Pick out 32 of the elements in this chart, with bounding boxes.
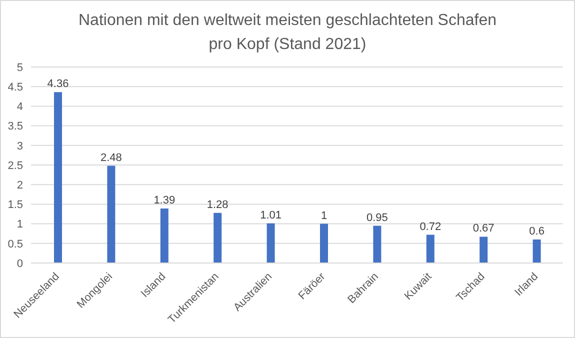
bar [480,236,488,263]
data-label: 0.6 [529,225,544,238]
bar [373,226,382,263]
y-tick-label: 2.5 [8,160,23,172]
bar [214,212,222,263]
bar [160,208,168,263]
y-tick-label: 4 [16,101,23,114]
bar [426,234,434,263]
y-tick-label: 5 [16,62,23,74]
y-tick-label: 3 [16,140,23,152]
data-label: 0.67 [472,222,494,235]
bar [266,223,275,263]
data-label: 1.39 [154,194,176,207]
data-label: 1 [320,210,328,222]
bar [320,224,328,263]
y-tick-label: 1.5 [8,199,23,212]
chart-title: Nationen mit den weltweit meisten geschlachteten Schafen pro Kopf (Stand 2021) [77,11,498,55]
bar [107,166,116,263]
data-label: 2.48 [100,152,122,164]
data-label: 0.95 [366,212,388,224]
data-label: 1.01 [260,209,282,222]
bar [532,239,541,263]
bar [54,92,62,263]
y-tick-label: 1 [16,218,23,231]
y-tick-label: 3.5 [8,120,23,133]
data-label: 4.36 [47,78,69,90]
data-label: 1.28 [206,198,228,211]
y-tick-label: 0.5 [8,238,23,250]
data-label: 0.72 [420,220,442,233]
y-tick-label: 4.5 [8,82,23,94]
y-tick-label: 0 [16,258,23,270]
y-tick-label: 2 [16,180,23,192]
